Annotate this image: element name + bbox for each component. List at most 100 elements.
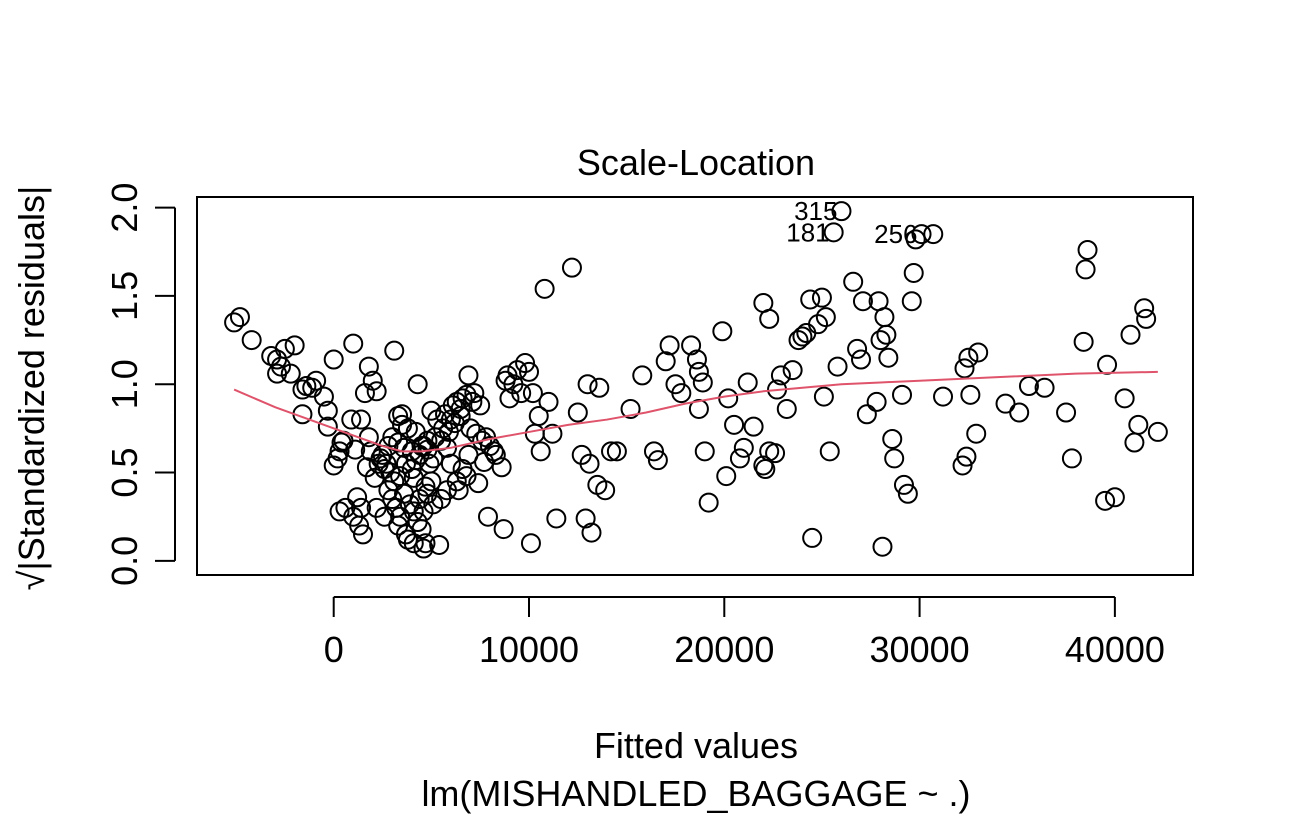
data-point	[413, 501, 434, 522]
smoother-line	[233, 370, 1158, 453]
data-point	[306, 370, 327, 391]
data-point	[681, 335, 702, 356]
chart-subtitle: lm(MISHANDLED_BAGGAGE ~ .)	[421, 773, 970, 814]
data-point	[522, 383, 543, 404]
data-point	[561, 257, 582, 278]
data-point	[960, 384, 981, 405]
data-point	[407, 374, 428, 395]
data-point	[878, 347, 899, 368]
data-point	[753, 455, 774, 476]
x-tick-label: 30000	[870, 629, 970, 670]
data-point	[390, 506, 411, 527]
y-axis-label: √|Standardized residuals|	[11, 186, 52, 591]
data-point	[905, 229, 926, 250]
data-point	[954, 358, 975, 379]
data-point	[421, 400, 442, 421]
data-point	[313, 386, 334, 407]
data-point	[923, 224, 944, 245]
data-point	[456, 384, 477, 405]
data-point	[1009, 402, 1030, 423]
data-point	[267, 363, 288, 384]
data-point	[403, 467, 424, 488]
data-point	[472, 430, 493, 451]
data-point	[1073, 331, 1094, 352]
y-tick-label: 2.0	[104, 183, 145, 233]
data-point	[671, 383, 692, 404]
data-point	[870, 330, 891, 351]
data-point	[718, 388, 739, 409]
data-point	[458, 444, 479, 465]
x-tick-label: 20000	[674, 629, 774, 670]
data-point	[1097, 354, 1118, 375]
data-point	[733, 437, 754, 458]
data-point	[782, 360, 803, 381]
y-tick-label: 0.5	[104, 448, 145, 498]
data-point	[468, 473, 489, 494]
data-point	[323, 349, 344, 370]
data-point	[688, 361, 709, 382]
data-point	[872, 536, 893, 557]
data-point	[659, 335, 680, 356]
data-point	[390, 466, 411, 487]
data-point	[770, 365, 791, 386]
x-tick-label: 0	[324, 629, 344, 670]
data-point	[347, 487, 368, 508]
data-point	[421, 471, 442, 492]
data-point	[388, 406, 409, 427]
data-point	[341, 409, 362, 430]
data-point	[765, 443, 786, 464]
x-tick-label: 10000	[479, 629, 579, 670]
data-point	[546, 508, 567, 529]
data-point	[776, 398, 797, 419]
data-point	[524, 423, 545, 444]
data-point	[403, 501, 424, 522]
data-point	[692, 372, 713, 393]
data-point	[567, 402, 588, 423]
data-point	[847, 338, 868, 359]
data-point	[579, 453, 600, 474]
data-point	[1120, 324, 1141, 345]
data-point	[575, 508, 596, 529]
data-point	[716, 466, 737, 487]
data-point	[1104, 487, 1125, 508]
data-point	[1136, 308, 1157, 329]
data-point	[823, 222, 844, 243]
x-axis-label: Fitted values	[594, 725, 798, 766]
y-tick-label: 1.5	[104, 271, 145, 321]
data-point	[1018, 376, 1039, 396]
data-point	[317, 400, 338, 421]
data-point	[345, 439, 366, 460]
data-point	[796, 323, 817, 344]
data-point	[724, 414, 745, 435]
data-point	[462, 391, 483, 412]
data-point	[620, 398, 641, 419]
data-point	[831, 201, 852, 222]
data-point	[968, 342, 989, 363]
data-point	[759, 308, 780, 329]
data-point	[382, 427, 403, 448]
data-point	[911, 224, 932, 245]
data-point	[358, 356, 379, 377]
data-point	[464, 383, 485, 404]
y-tick-label: 0.0	[104, 536, 145, 586]
data-point	[384, 340, 405, 361]
data-point	[647, 450, 668, 471]
data-point	[356, 457, 377, 478]
data-point	[808, 314, 829, 335]
data-point	[413, 538, 434, 559]
data-point	[884, 448, 905, 469]
data-points	[224, 201, 1168, 559]
data-point	[843, 271, 864, 292]
data-point	[224, 312, 245, 333]
data-point	[800, 289, 821, 310]
data-point	[1034, 377, 1055, 398]
data-point	[431, 489, 452, 510]
data-point	[601, 441, 622, 462]
data-point	[1056, 402, 1077, 423]
data-point	[737, 372, 758, 393]
data-point	[241, 330, 262, 351]
data-point	[458, 365, 479, 386]
point-label: 181	[786, 217, 829, 247]
data-point	[1075, 259, 1096, 280]
